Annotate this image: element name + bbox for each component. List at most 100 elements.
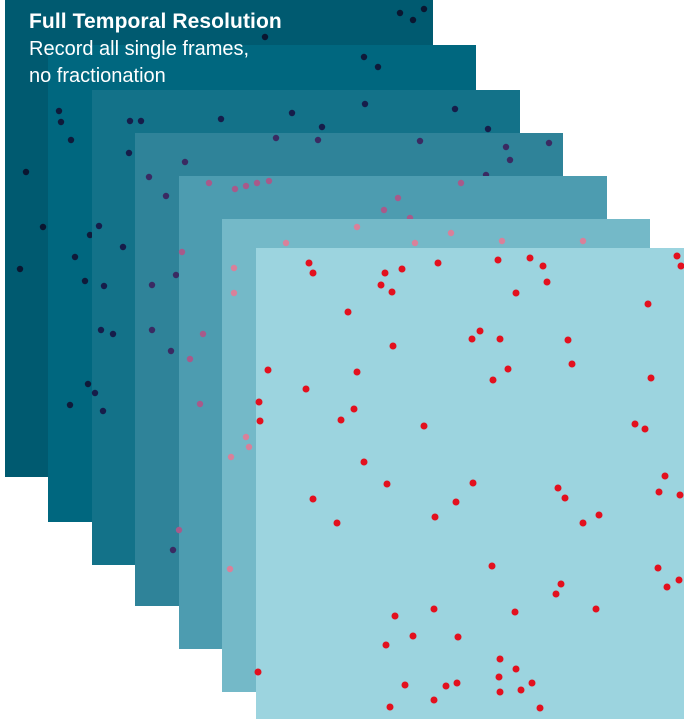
event-dot bbox=[125, 149, 133, 157]
event-dot bbox=[66, 401, 74, 409]
event-dot-front bbox=[644, 300, 652, 308]
event-dot bbox=[374, 63, 382, 71]
event-dot-front bbox=[564, 336, 572, 344]
event-dot-front bbox=[430, 696, 438, 704]
heading-line-2: no fractionation bbox=[29, 65, 166, 87]
event-dot-front bbox=[254, 668, 262, 676]
event-dot-front bbox=[675, 576, 683, 584]
event-dot-front bbox=[305, 259, 313, 267]
event-dot-front bbox=[647, 374, 655, 382]
event-dot bbox=[498, 237, 506, 245]
event-dot-front bbox=[309, 269, 317, 277]
event-dot-front bbox=[543, 278, 551, 286]
event-dot bbox=[145, 173, 153, 181]
event-dot bbox=[502, 143, 510, 151]
event-dot bbox=[199, 330, 207, 338]
event-dot-front bbox=[496, 688, 504, 696]
event-dot-front bbox=[663, 583, 671, 591]
event-dot bbox=[420, 5, 428, 13]
event-dot-front bbox=[677, 262, 684, 270]
event-dot-front bbox=[430, 605, 438, 613]
event-dot-front bbox=[631, 420, 639, 428]
event-dot-front bbox=[353, 368, 361, 376]
event-dot-front bbox=[333, 519, 341, 527]
event-dot-front bbox=[552, 590, 560, 598]
event-dot-front bbox=[453, 679, 461, 687]
event-dot-front bbox=[526, 254, 534, 262]
event-dot bbox=[396, 9, 404, 17]
event-dot-front bbox=[420, 422, 428, 430]
event-dot-front bbox=[536, 704, 544, 712]
event-dot-front bbox=[561, 494, 569, 502]
event-dot-front bbox=[528, 679, 536, 687]
event-dot bbox=[409, 16, 417, 24]
event-dot bbox=[451, 105, 459, 113]
event-dot-front bbox=[673, 252, 681, 260]
event-dot-front bbox=[389, 342, 397, 350]
event-dot-front bbox=[661, 472, 669, 480]
event-dot-front bbox=[391, 612, 399, 620]
event-dot bbox=[16, 265, 24, 273]
event-dot bbox=[175, 526, 183, 534]
event-dot-front bbox=[539, 262, 547, 270]
event-dot-front bbox=[489, 376, 497, 384]
event-dot-front bbox=[496, 335, 504, 343]
event-dot bbox=[162, 192, 170, 200]
event-dot bbox=[148, 326, 156, 334]
event-dot-front bbox=[309, 495, 317, 503]
event-dot bbox=[545, 139, 553, 147]
event-dot-front bbox=[512, 289, 520, 297]
event-dot-front bbox=[381, 269, 389, 277]
event-dot-front bbox=[504, 365, 512, 373]
event-dot bbox=[231, 185, 239, 193]
event-dot bbox=[394, 194, 402, 202]
event-dot-front bbox=[256, 417, 264, 425]
event-dot bbox=[55, 107, 63, 115]
event-dot bbox=[86, 231, 94, 239]
event-dot-front bbox=[488, 562, 496, 570]
event-dot bbox=[506, 156, 514, 164]
event-dot bbox=[169, 546, 177, 554]
event-dot-front bbox=[554, 484, 562, 492]
event-dot bbox=[226, 565, 234, 573]
event-dot bbox=[272, 134, 280, 142]
event-dot bbox=[261, 33, 269, 41]
event-dot bbox=[167, 347, 175, 355]
event-dot bbox=[205, 179, 213, 187]
event-dot bbox=[196, 400, 204, 408]
event-dot bbox=[186, 355, 194, 363]
event-dot-front bbox=[557, 580, 565, 588]
event-dot bbox=[353, 223, 361, 231]
event-dot-front bbox=[377, 281, 385, 289]
event-dot-front bbox=[388, 288, 396, 296]
event-dot bbox=[181, 158, 189, 166]
event-dot bbox=[242, 182, 250, 190]
event-dot bbox=[81, 277, 89, 285]
event-dot bbox=[57, 118, 65, 126]
event-dot bbox=[265, 177, 273, 185]
event-dot-front bbox=[442, 682, 450, 690]
event-dot bbox=[579, 237, 587, 245]
event-dot bbox=[217, 115, 225, 123]
event-dot bbox=[148, 281, 156, 289]
event-dot bbox=[253, 179, 261, 187]
event-dot bbox=[227, 453, 235, 461]
event-dot-front bbox=[568, 360, 576, 368]
event-dot-front bbox=[468, 335, 476, 343]
event-dot-front bbox=[511, 608, 519, 616]
event-dot bbox=[109, 330, 117, 338]
event-dot-front bbox=[676, 491, 684, 499]
event-dot-front bbox=[344, 308, 352, 316]
event-dot-front bbox=[595, 511, 603, 519]
event-dot bbox=[288, 109, 296, 117]
event-dot bbox=[97, 326, 105, 334]
event-dot-front bbox=[641, 425, 649, 433]
event-dot bbox=[447, 229, 455, 237]
event-dot bbox=[67, 136, 75, 144]
event-dot bbox=[360, 53, 368, 61]
event-dot bbox=[71, 253, 79, 261]
event-dot bbox=[484, 125, 492, 133]
event-dot bbox=[99, 407, 107, 415]
event-dot-front bbox=[409, 632, 417, 640]
